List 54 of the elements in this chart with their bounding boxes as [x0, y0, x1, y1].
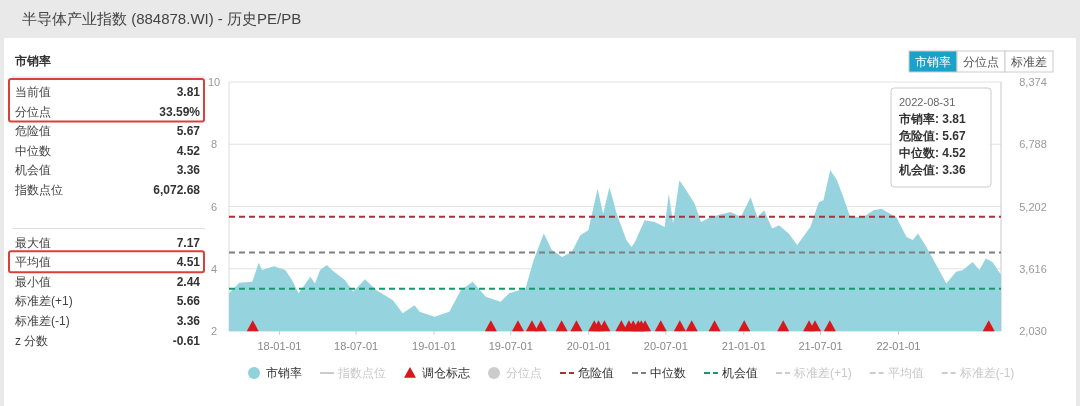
text: 33.59%	[159, 104, 201, 119]
text: 危险值	[15, 124, 51, 139]
legend-label: 中位数	[650, 366, 686, 380]
text: 市销率	[14, 54, 51, 68]
x-tick-label: 20-07-01	[643, 340, 688, 352]
text: 5.67	[176, 124, 201, 139]
text: 最大值	[15, 235, 51, 250]
y2-tick-label: 6,788	[1019, 138, 1047, 151]
annotation: 2022-08-31 市销率: 3.81 危险值: 5.67 中位数: 4.52 机会值: 3.36	[898, 96, 967, 177]
legend-label: 市销率	[266, 366, 302, 380]
text: 标准差	[1010, 55, 1047, 69]
text: 机会值	[15, 163, 51, 178]
y-tick-label: 2	[210, 325, 218, 337]
text: 分位点	[15, 104, 51, 119]
x-tick-label: 18-01-01	[257, 340, 302, 352]
x-tick-label: 22-01-01	[876, 340, 921, 352]
y-tick-label: 8	[210, 138, 218, 151]
text: 市销率	[915, 55, 951, 69]
text: 指数点位	[14, 183, 63, 197]
text: 5.66	[176, 294, 201, 309]
legend-label: 危险值	[578, 366, 614, 380]
x-tick-label: 18-07-01	[334, 340, 379, 352]
legend-label: 机会值	[722, 366, 758, 380]
y2-tick-label: 5,202	[1019, 200, 1047, 213]
x-tick-label: 21-01-01	[721, 340, 766, 352]
text: z 分数	[15, 333, 49, 348]
y2-tick-label: 8,374	[1019, 76, 1047, 88]
y-tick-label: 4	[210, 262, 218, 275]
text: 2.44	[176, 274, 201, 289]
text: 3.81	[176, 85, 201, 99]
chart-title: 半导体产业指数 (884878.WI) - 历史PE/PB	[22, 10, 302, 27]
text: 平均值	[15, 255, 51, 270]
text: 4.52	[176, 143, 201, 158]
text: 中位数	[15, 143, 51, 158]
text: 当前值	[15, 85, 51, 99]
text: 6,072.68	[153, 183, 201, 197]
y2-tick-label: 3,616	[1019, 262, 1047, 275]
text: 3.36	[176, 314, 201, 328]
x-tick-label: 19-01-01	[412, 340, 457, 352]
text: 标准差(+1)	[14, 294, 73, 309]
text: 4.51	[176, 255, 201, 270]
x-tick-label: 20-01-01	[566, 340, 611, 352]
y-tick-label: 6	[210, 200, 218, 213]
text: 分位点	[963, 55, 999, 69]
text: 3.36	[176, 163, 201, 178]
text: 标准差(-1)	[14, 314, 70, 328]
text: 7.17	[176, 235, 201, 250]
legend-label: 调仓标志	[422, 366, 470, 380]
y2-tick-label: 2,030	[1019, 325, 1047, 337]
x-tick-label: 19-07-01	[488, 340, 533, 352]
text: -0.61	[172, 333, 201, 348]
y-tick-label: 10	[207, 76, 221, 88]
text: 最小值	[15, 274, 51, 289]
x-tick-label: 21-07-01	[798, 340, 843, 352]
